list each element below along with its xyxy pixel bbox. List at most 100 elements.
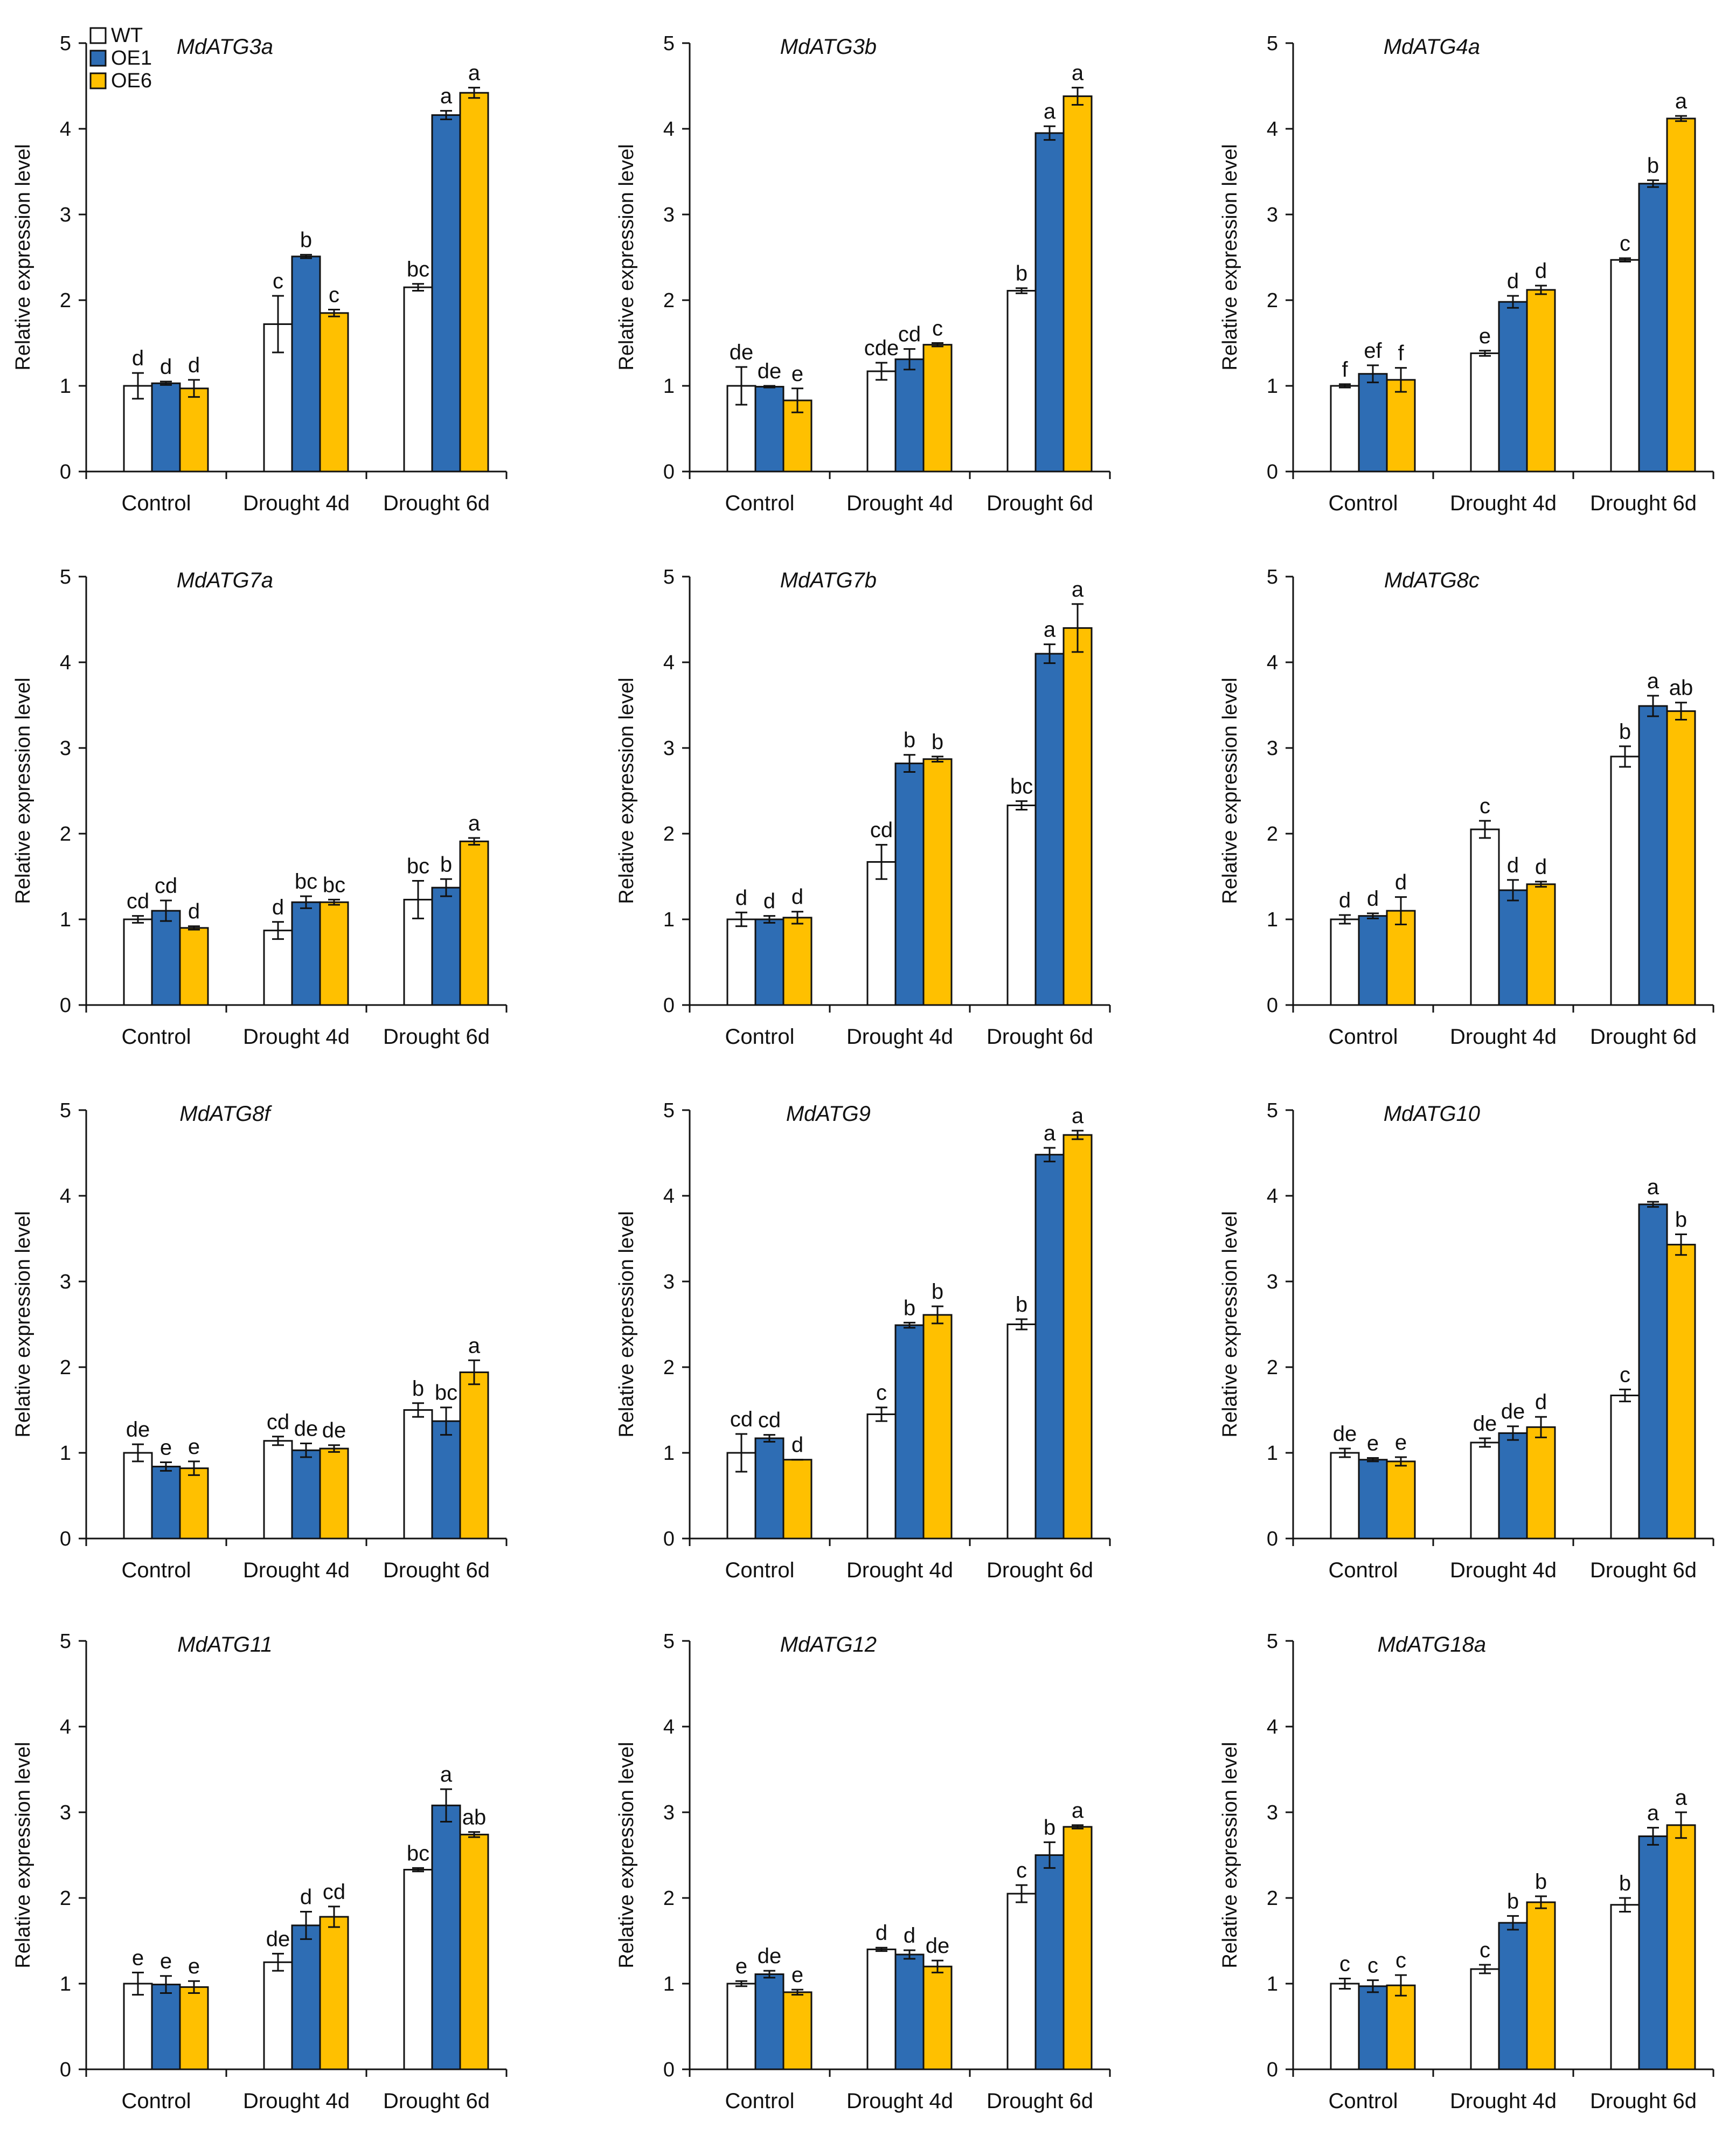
y-tick-label: 4: [1267, 1716, 1278, 1738]
bar-oe1-drought-4d: [291, 255, 321, 473]
y-tick-label: 1: [60, 909, 71, 931]
significance-letter: d: [188, 354, 200, 377]
significance-letter: bc: [407, 1841, 429, 1865]
bar-oe1-drought-4d: [1498, 889, 1528, 1006]
y-tick-label: 3: [663, 1801, 675, 1824]
x-category-label: Drought 4d: [243, 491, 350, 515]
bar-oe1-drought-6d: [1034, 1154, 1065, 1540]
bar-wt-control: [123, 918, 153, 1006]
significance-letter: a: [440, 1763, 453, 1786]
chart-panel-mdatg9: MdATG9 Relative expression level 0 1 2 3 4 5 Con…: [615, 1099, 1111, 1582]
y-tick-label: 5: [60, 1630, 71, 1653]
x-category-label: Drought 4d: [243, 1558, 350, 1582]
significance-letter: b: [300, 228, 312, 252]
bar-oe6-drought-6d: [459, 1371, 489, 1540]
x-category-label: Drought 6d: [383, 491, 490, 515]
y-tick-label: 2: [663, 1887, 675, 1910]
y-tick-label: 3: [663, 204, 675, 226]
x-category-label: Drought 4d: [243, 2089, 350, 2113]
significance-letter: b: [412, 1377, 424, 1401]
significance-letter: d: [272, 896, 284, 919]
chart-panel-mdatg3b: MdATG3b Relative expression level 0 1 2 3 4 5 Co…: [615, 32, 1111, 515]
bar-oe6-drought-6d: [1063, 95, 1093, 473]
y-tick-label: 0: [663, 1528, 675, 1550]
significance-letter: de: [322, 1419, 346, 1443]
significance-letter: bc: [435, 1381, 457, 1405]
bar-oe6-drought-6d: [459, 1833, 489, 2070]
bar-oe1-control: [151, 910, 181, 1006]
chart-title: MdATG8f: [179, 1102, 272, 1126]
x-category-label: Drought 6d: [1590, 491, 1697, 515]
bar-oe1-drought-4d: [1498, 1922, 1528, 2070]
y-tick-label: 0: [663, 2059, 675, 2081]
significance-letter: cde: [864, 336, 899, 360]
y-tick-label: 0: [60, 461, 71, 483]
significance-letter: a: [468, 61, 481, 85]
chart-title: MdATG12: [780, 1633, 877, 1657]
bar-oe6-drought-4d: [922, 344, 953, 473]
significance-letter: e: [1395, 1431, 1407, 1454]
bar-oe1-drought-4d: [291, 901, 321, 1006]
significance-letter: ab: [1669, 676, 1693, 700]
x-category-label: Control: [122, 2089, 191, 2113]
y-axis-label: Relative expression level: [1219, 1742, 1241, 1968]
significance-letter: de: [758, 359, 782, 383]
y-tick-label: 0: [663, 461, 675, 483]
y-axis-label: Relative expression level: [615, 1742, 638, 1968]
bar-oe1-drought-4d: [894, 1324, 925, 1540]
significance-letter: e: [188, 1955, 200, 1978]
bar-wt-control: [123, 1452, 153, 1540]
y-tick-label: 1: [60, 1973, 71, 1995]
y-tick-label: 3: [60, 1271, 71, 1293]
bar-oe1-drought-6d: [1034, 132, 1065, 473]
bar-oe6-drought-4d: [1526, 1901, 1556, 2070]
y-tick-label: 0: [1267, 1528, 1278, 1550]
significance-letter: c: [1339, 1952, 1350, 1976]
x-category-label: Control: [122, 1558, 191, 1582]
bar-oe6-control: [1386, 1460, 1416, 1540]
significance-letter: b: [1619, 1872, 1631, 1895]
significance-letter: a: [468, 812, 481, 835]
bar-oe6-drought-6d: [1666, 710, 1696, 1006]
significance-letter: de: [1473, 1412, 1497, 1436]
significance-letter: d: [188, 900, 200, 924]
y-tick-label: 1: [1267, 375, 1278, 398]
significance-letter: a: [1072, 578, 1084, 601]
bar-wt-drought-6d: [1610, 1394, 1640, 1540]
y-tick-label: 2: [1267, 823, 1278, 846]
y-tick-label: 0: [663, 994, 675, 1017]
x-category-label: Drought 6d: [383, 1558, 490, 1582]
x-category-label: Drought 6d: [383, 1025, 490, 1049]
significance-letter: a: [1647, 1175, 1659, 1199]
significance-letter: c: [1620, 232, 1630, 255]
significance-letter: e: [160, 1950, 172, 1973]
y-tick-label: 4: [60, 1185, 71, 1208]
bar-oe1-drought-4d: [894, 763, 925, 1006]
y-tick-label: 2: [60, 1887, 71, 1910]
y-tick-label: 3: [663, 737, 675, 760]
y-tick-label: 4: [1267, 652, 1278, 674]
y-tick-label: 1: [1267, 909, 1278, 931]
x-category-label: Drought 6d: [1590, 2089, 1697, 2113]
bar-wt-drought-6d: [403, 1409, 433, 1540]
significance-letter: de: [758, 1944, 782, 1968]
significance-letter: cd: [730, 1408, 753, 1431]
chart-title: MdATG7a: [177, 569, 273, 592]
y-tick-label: 3: [60, 1801, 71, 1824]
bar-oe1-control: [754, 386, 784, 473]
significance-letter: a: [1675, 89, 1688, 113]
significance-letter: d: [1339, 889, 1351, 912]
y-tick-label: 1: [663, 909, 675, 931]
significance-letter: a: [1044, 100, 1056, 123]
significance-letter: b: [1647, 154, 1659, 177]
y-tick-label: 2: [60, 289, 71, 312]
chart-title: MdATG4a: [1384, 35, 1480, 59]
significance-letter: de: [294, 1417, 318, 1441]
bar-oe1-drought-4d: [894, 1953, 925, 2070]
x-category-label: Control: [1329, 491, 1398, 515]
significance-letter: a: [1647, 669, 1659, 693]
x-category-label: Drought 4d: [846, 491, 953, 515]
bar-oe1-control: [1358, 1459, 1388, 1540]
x-category-label: Drought 4d: [846, 2089, 953, 2113]
